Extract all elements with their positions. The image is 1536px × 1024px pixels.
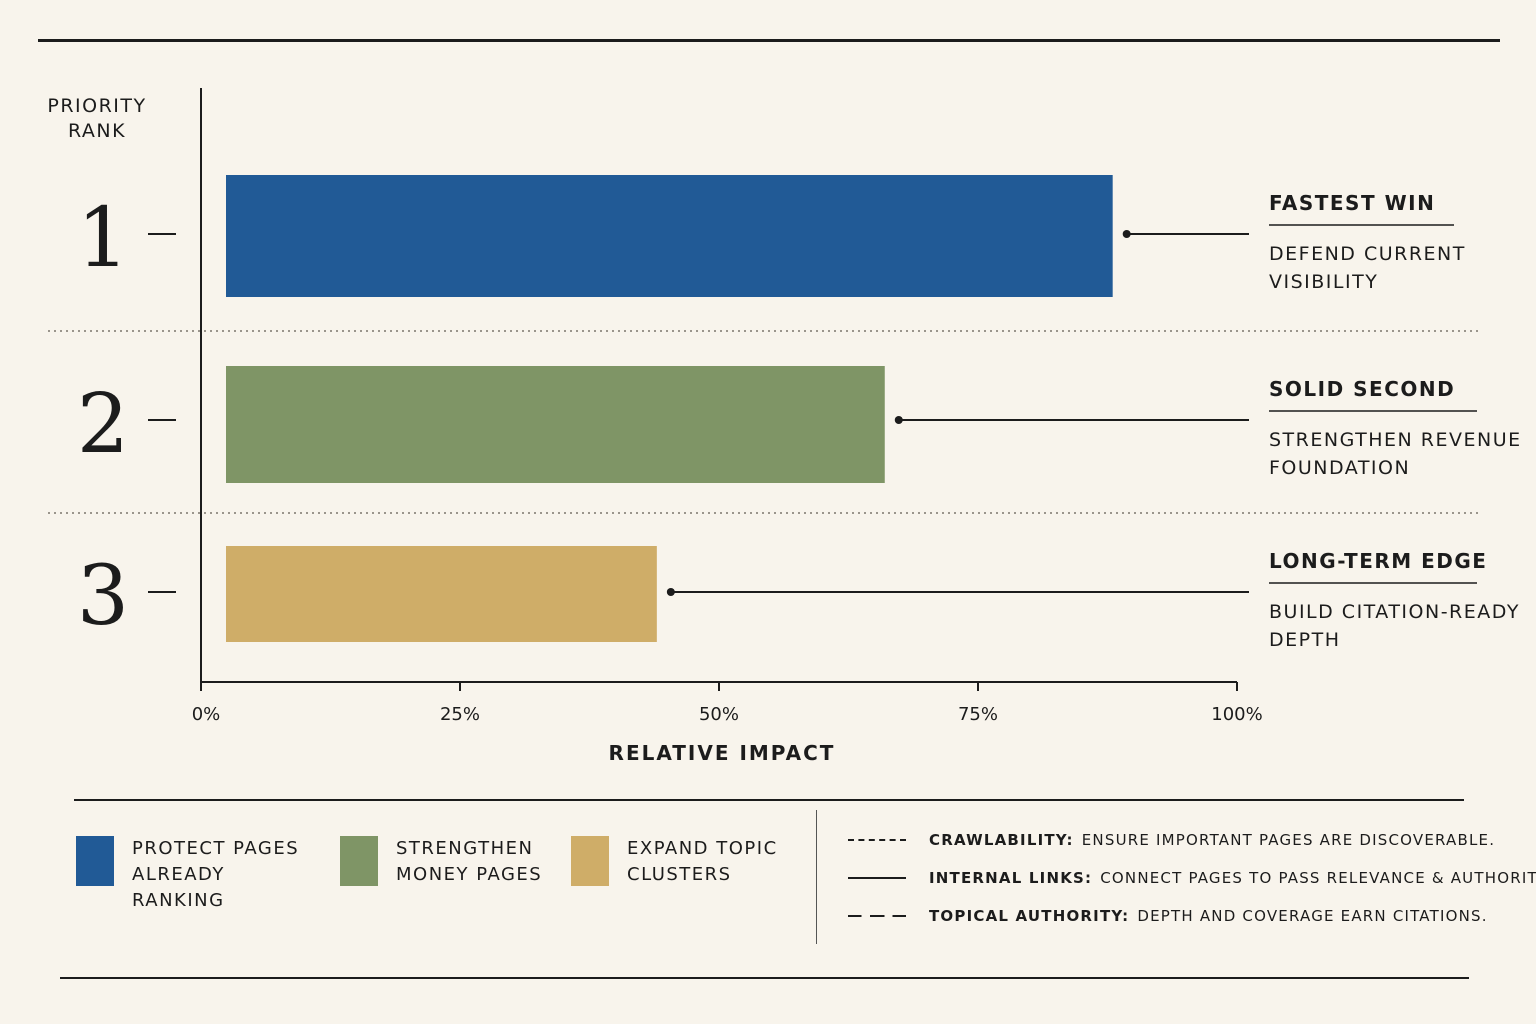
note-term: TOPICAL AUTHORITY:: [929, 907, 1130, 925]
x-tick-label: 0%: [192, 704, 221, 725]
dashed-line-sample: [848, 915, 906, 917]
note-text: ENSURE IMPORTANT PAGES ARE DISCOVERABLE.: [1081, 831, 1496, 849]
annotation-title: SOLID SECOND: [1269, 377, 1455, 401]
y-axis-title: RANK: [68, 120, 126, 142]
dotted-line-sample: [848, 839, 906, 841]
legend-item-strengthen: STRENGTHEN MONEY PAGES: [340, 836, 566, 888]
annotation-text: FOUNDATION: [1269, 457, 1410, 479]
note-internal-links: INTERNAL LINKS: CONNECT PAGES TO PASS RE…: [848, 869, 1536, 887]
x-tick-label: 100%: [1211, 704, 1262, 725]
bottom-rule: [60, 977, 1469, 979]
note-crawlability: CRAWLABILITY: ENSURE IMPORTANT PAGES ARE…: [848, 831, 1495, 849]
rank-number: 3: [77, 549, 129, 644]
legend-swatch-green: [340, 836, 378, 886]
annotation-title: LONG-TERM EDGE: [1269, 549, 1487, 573]
annotation-text: BUILD CITATION-READY: [1269, 601, 1520, 623]
bar-rank-2: [226, 366, 885, 483]
note-text: DEPTH AND COVERAGE EARN CITATIONS.: [1137, 907, 1488, 925]
legend-divider: [816, 810, 817, 944]
legend-top-rule: [74, 799, 1464, 801]
legend-label: EXPAND TOPIC CLUSTERS: [627, 838, 778, 885]
x-tick-label: 75%: [958, 704, 998, 725]
y-axis-title: PRIORITY: [47, 95, 146, 117]
note-term: INTERNAL LINKS:: [929, 869, 1093, 887]
bar-rank-1: [226, 175, 1113, 297]
rank-number: 1: [77, 191, 129, 286]
annotation-text: VISIBILITY: [1269, 271, 1378, 293]
solid-line-sample: [848, 877, 906, 879]
note-topical-authority: TOPICAL AUTHORITY: DEPTH AND COVERAGE EA…: [848, 907, 1488, 925]
legend-label: STRENGTHEN MONEY PAGES: [396, 838, 543, 885]
x-tick-label: 50%: [699, 704, 739, 725]
legend-swatch-blue: [76, 836, 114, 886]
note-term: CRAWLABILITY:: [929, 831, 1074, 849]
legend-item-expand: EXPAND TOPIC CLUSTERS: [571, 836, 787, 888]
rank-number: 2: [77, 377, 129, 472]
legend-item-protect: PROTECT PAGES ALREADY RANKING: [76, 836, 322, 914]
legend-swatch-gold: [571, 836, 609, 886]
annotation-text: DEPTH: [1269, 629, 1341, 651]
top-rule: [38, 39, 1500, 42]
bar-rank-3: [226, 546, 657, 642]
x-tick-label: 25%: [440, 704, 480, 725]
annotation-title: FASTEST WIN: [1269, 191, 1435, 215]
impact-bar-chart: PRIORITY RANK 0% 25% 50% 75% 100% RELATIVE IMPA…: [47, 88, 1522, 765]
annotation-text: STRENGTHEN REVENUE: [1269, 429, 1522, 451]
annotation-text: DEFEND CURRENT: [1269, 243, 1466, 265]
x-axis-title: RELATIVE IMPACT: [609, 741, 836, 765]
legend-label: PROTECT PAGES ALREADY RANKING: [132, 838, 300, 911]
note-text: CONNECT PAGES TO PASS RELEVANCE & AUTHOR…: [1100, 869, 1536, 887]
